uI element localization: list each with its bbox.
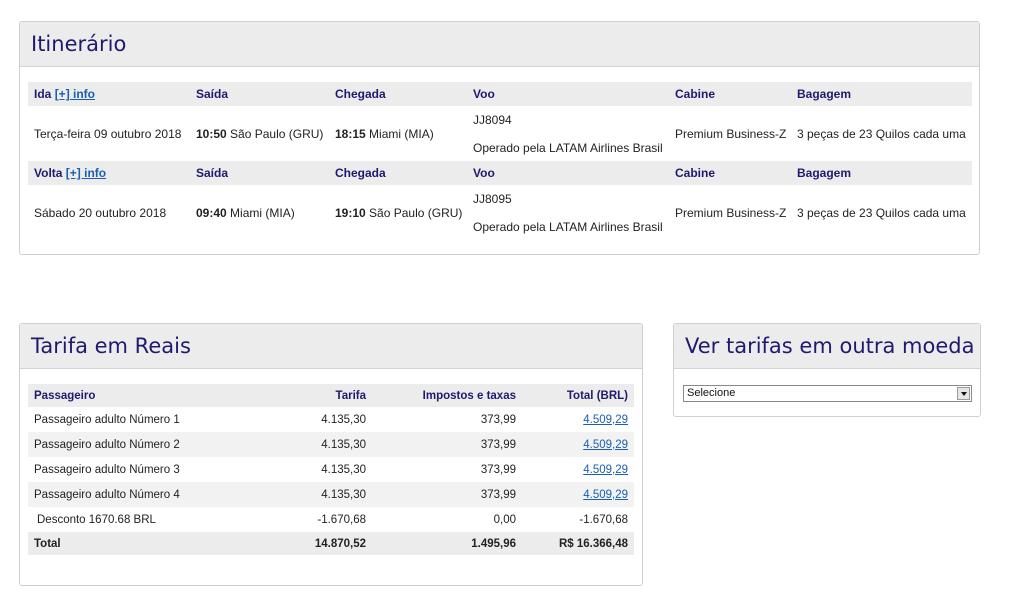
cabin: Premium Business-Z: [675, 205, 787, 220]
leg-label-cell: Volta [+] info: [28, 161, 190, 185]
departure-time: 09:40: [196, 205, 227, 220]
fare-header-row: Passageiro Tarifa Impostos e taxas Total…: [28, 384, 634, 407]
itinerary-row-ida: Terça-feira 09 outubro 2018 10:50 São Pa…: [28, 106, 972, 161]
arrival-place: Miami (MIA): [369, 126, 434, 141]
itinerary-panel: Itinerário Ida [+] info Saída Chegada Vo…: [19, 21, 980, 255]
arrival-time: 18:15: [335, 126, 366, 141]
arrival: 18:15 Miami (MIA): [329, 106, 467, 161]
total-row: Total 14.870,52 1.495,96 R$ 16.366,48: [28, 532, 634, 555]
total-cell: 4.509,29: [522, 432, 634, 457]
chevron-down-icon[interactable]: [957, 387, 970, 400]
leg-label: Volta: [34, 166, 63, 180]
currency-header: Ver tarifas em outra moeda: [674, 324, 980, 369]
leg-label-cell: Ida [+] info: [28, 82, 190, 106]
col-cabine: Cabine: [669, 161, 791, 185]
total-cell: 4.509,29: [522, 482, 634, 507]
grand-total: R$ 16.366,48: [522, 532, 634, 555]
flight-cell: JJ8095 Operado pela LATAM Airlines Brasi…: [467, 185, 669, 240]
flight-operator: Operado pela LATAM Airlines Brasil: [473, 140, 663, 155]
currency-select-value: Selecione: [687, 387, 736, 399]
discount-label: Desconto 1670.68 BRL: [37, 513, 156, 526]
flight-number: JJ8094: [473, 112, 512, 127]
arrival-time: 19:10: [335, 205, 366, 220]
itinerary-table: Ida [+] info Saída Chegada Voo Cabine Ba…: [28, 82, 972, 240]
col-bagagem: Bagagem: [791, 161, 972, 185]
leg-date: Sábado 20 outubro 2018: [34, 205, 167, 220]
flight-cell: JJ8094 Operado pela LATAM Airlines Brasi…: [467, 106, 669, 161]
fare-value: 4.135,30: [228, 482, 372, 507]
table-row: Passageiro adulto Número 3 4.135,30 373,…: [28, 457, 634, 482]
total-label: Total: [28, 532, 228, 555]
total-taxes: 1.495,96: [372, 532, 522, 555]
taxes-value: 373,99: [372, 432, 522, 457]
departure: 10:50 São Paulo (GRU): [190, 106, 329, 161]
total-link[interactable]: 4.509,29: [583, 488, 628, 501]
total-link[interactable]: 4.509,29: [583, 438, 628, 451]
total-link[interactable]: 4.509,29: [583, 413, 628, 426]
departure-time: 10:50: [196, 126, 227, 141]
departure-place: São Paulo (GRU): [230, 126, 324, 141]
info-link-volta[interactable]: [+] info: [65, 166, 107, 180]
itinerary-title: Itinerário: [31, 32, 127, 56]
info-link-ida[interactable]: [+] info: [54, 87, 96, 101]
table-row: Passageiro adulto Número 4 4.135,30 373,…: [28, 482, 634, 507]
currency-panel: Ver tarifas em outra moeda Selecione: [673, 323, 981, 417]
col-voo: Voo: [467, 161, 669, 185]
total-link[interactable]: 4.509,29: [583, 463, 628, 476]
col-total: Total (BRL): [522, 384, 634, 407]
discount-total: -1.670,68: [579, 513, 628, 526]
arrival: 19:10 São Paulo (GRU): [329, 185, 467, 240]
col-taxes: Impostos e taxas: [372, 384, 522, 407]
col-saida: Saída: [190, 161, 329, 185]
fare-value: 4.135,30: [321, 463, 366, 476]
discount-row: Desconto 1670.68 BRL -1.670,68 0,00 -1.6…: [28, 507, 634, 532]
departure: 09:40 Miami (MIA): [190, 185, 329, 240]
itinerary-header: Itinerário: [20, 22, 979, 67]
col-cabine: Cabine: [669, 82, 791, 106]
table-row: Passageiro adulto Número 2 4.135,30 373,…: [28, 432, 634, 457]
taxes-value: 373,99: [480, 413, 516, 426]
currency-title: Ver tarifas em outra moeda: [685, 334, 975, 358]
fare-panel: Tarifa em Reais Passageiro Tarifa Impost…: [19, 323, 643, 586]
col-chegada: Chegada: [329, 161, 467, 185]
passenger-name: Passageiro adulto Número 3: [34, 463, 180, 476]
discount-fare: -1.670,68: [317, 513, 366, 526]
col-voo: Voo: [467, 82, 669, 106]
taxes-value: 373,99: [372, 482, 522, 507]
table-row: Passageiro adulto Número 1 4.135,30 373,…: [28, 407, 634, 432]
col-passenger: Passageiro: [28, 384, 228, 407]
fare-value: 4.135,30: [321, 413, 366, 426]
passenger-name: Passageiro adulto Número 1: [34, 413, 180, 426]
fare-header: Tarifa em Reais: [20, 324, 642, 369]
leg-date: Terça-feira 09 outubro 2018: [34, 126, 182, 141]
taxes-value: 373,99: [480, 463, 516, 476]
baggage: 3 peças de 23 Quilos cada uma: [797, 205, 966, 220]
baggage: 3 peças de 23 Quilos cada uma: [797, 126, 966, 141]
arrival-place: São Paulo (GRU): [369, 205, 463, 220]
flight-operator: Operado pela LATAM Airlines Brasil: [473, 219, 663, 234]
cabin: Premium Business-Z: [675, 126, 787, 141]
itinerary-header-row-ida: Ida [+] info Saída Chegada Voo Cabine Ba…: [28, 82, 972, 106]
itinerary-header-row-volta: Volta [+] info Saída Chegada Voo Cabine …: [28, 161, 972, 185]
currency-select[interactable]: Selecione: [683, 385, 972, 402]
total-fare: 14.870,52: [228, 532, 372, 555]
passenger-name: Passageiro adulto Número 4: [28, 482, 228, 507]
itinerary-row-volta: Sábado 20 outubro 2018 09:40 Miami (MIA)…: [28, 185, 972, 240]
discount-taxes: 0,00: [493, 513, 516, 526]
fare-value: 4.135,30: [228, 432, 372, 457]
col-saida: Saída: [190, 82, 329, 106]
fare-table: Passageiro Tarifa Impostos e taxas Total…: [28, 384, 634, 555]
fare-title: Tarifa em Reais: [31, 334, 191, 358]
flight-number: JJ8095: [473, 191, 512, 206]
total-cell: 4.509,29: [522, 457, 634, 482]
col-bagagem: Bagagem: [791, 82, 972, 106]
col-chegada: Chegada: [329, 82, 467, 106]
col-fare: Tarifa: [228, 384, 372, 407]
total-cell: 4.509,29: [522, 407, 634, 432]
departure-place: Miami (MIA): [230, 205, 295, 220]
passenger-name: Passageiro adulto Número 2: [28, 432, 228, 457]
leg-label: Ida: [34, 87, 52, 101]
